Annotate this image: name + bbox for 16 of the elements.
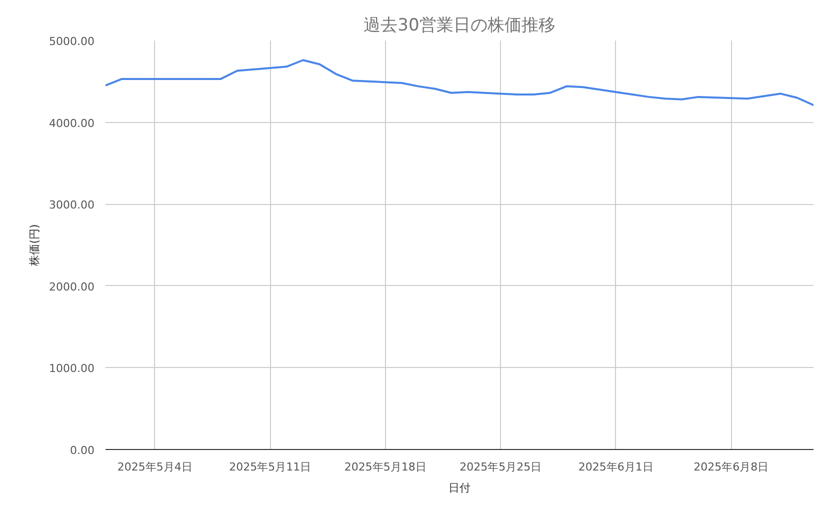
- x-tick-label: 2025年5月11日: [229, 460, 312, 474]
- x-axis-title: 日付: [448, 482, 470, 494]
- x-tick-label: 2025年5月4日: [117, 460, 192, 474]
- y-axis-title: 株価(円): [28, 224, 42, 267]
- y-tick-label: 5000.00: [49, 35, 95, 48]
- y-tick-label: 0.00: [70, 444, 95, 457]
- x-tick-label: 2025年5月25日: [460, 460, 542, 474]
- x-tick-label: 2025年5月18日: [344, 460, 426, 474]
- y-tick-label: 3000.00: [49, 198, 95, 212]
- y-tick-label: 2000.00: [49, 280, 95, 294]
- y-tick-label: 1000.00: [49, 362, 95, 376]
- x-tick-label: 2025年6月8日: [694, 460, 769, 474]
- x-tick-label: 2025年6月1日: [578, 460, 654, 474]
- line-series: [106, 59, 814, 106]
- y-tick-label: 4000.00: [49, 116, 95, 130]
- chart-title: 過去30営業日の株価推移: [364, 16, 556, 36]
